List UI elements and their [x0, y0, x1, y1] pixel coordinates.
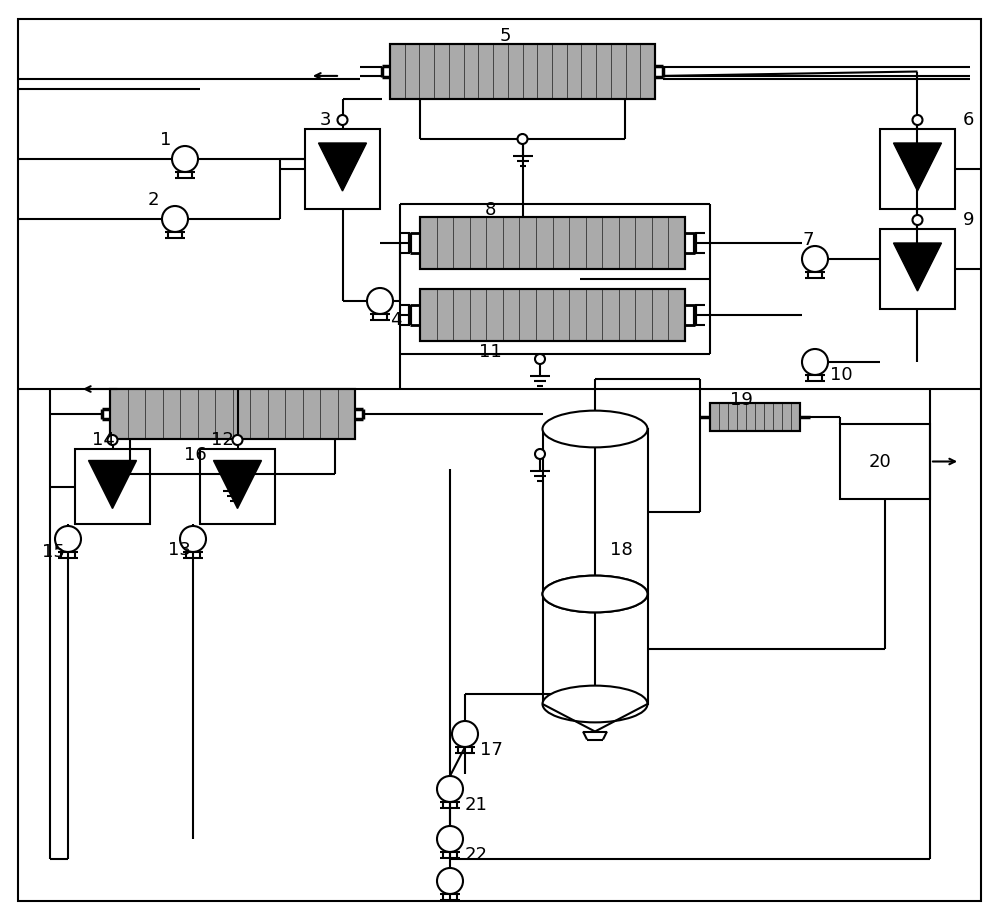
Text: 1: 1: [160, 130, 171, 149]
Circle shape: [535, 449, 545, 460]
Bar: [420, 218, 685, 269]
Polygon shape: [542, 704, 648, 732]
Bar: [420, 289, 685, 342]
Ellipse shape: [542, 411, 648, 448]
Circle shape: [912, 116, 922, 126]
Circle shape: [518, 135, 528, 145]
Circle shape: [55, 527, 81, 552]
Circle shape: [437, 868, 463, 894]
Text: Z: Z: [246, 494, 253, 505]
Text: 21: 21: [465, 795, 488, 813]
Bar: [710, 403, 800, 432]
Circle shape: [338, 116, 348, 126]
Bar: [390, 45, 655, 100]
Text: 4: 4: [390, 311, 402, 329]
Circle shape: [172, 147, 198, 173]
Text: 7: 7: [803, 231, 814, 249]
Circle shape: [437, 826, 463, 852]
Text: 3: 3: [320, 111, 332, 129]
Circle shape: [367, 289, 393, 314]
Text: 11: 11: [479, 343, 501, 360]
Bar: [840, 425, 930, 499]
Bar: [542, 429, 648, 595]
Text: 5: 5: [499, 27, 511, 45]
Text: 13: 13: [168, 540, 191, 559]
Text: 9: 9: [963, 210, 974, 229]
Circle shape: [802, 246, 828, 273]
Circle shape: [233, 436, 243, 446]
Text: 2: 2: [148, 191, 160, 209]
Bar: [75, 449, 150, 525]
Bar: [390, 45, 655, 100]
Text: Z: Z: [926, 278, 933, 287]
Circle shape: [452, 721, 478, 747]
Text: 6: 6: [963, 111, 974, 129]
Bar: [420, 289, 685, 342]
Polygon shape: [893, 244, 941, 291]
Circle shape: [108, 436, 118, 446]
Polygon shape: [214, 461, 262, 509]
Text: 10: 10: [830, 366, 853, 383]
Circle shape: [180, 527, 206, 552]
Ellipse shape: [542, 576, 648, 613]
Bar: [880, 130, 955, 210]
Text: Z: Z: [351, 177, 358, 187]
Polygon shape: [319, 144, 367, 192]
Circle shape: [437, 777, 463, 802]
Circle shape: [162, 207, 188, 233]
Ellipse shape: [542, 576, 648, 613]
Text: Z: Z: [121, 494, 128, 505]
Circle shape: [802, 349, 828, 376]
Bar: [110, 390, 355, 439]
Bar: [110, 390, 355, 439]
Bar: [420, 218, 685, 269]
Text: Z: Z: [926, 177, 933, 187]
Bar: [542, 595, 648, 704]
Polygon shape: [89, 461, 137, 509]
Polygon shape: [893, 144, 941, 192]
Text: 16: 16: [184, 446, 206, 463]
Text: 18: 18: [610, 540, 633, 559]
Text: 20: 20: [869, 452, 891, 471]
Text: 15: 15: [42, 542, 65, 561]
Text: 8: 8: [484, 200, 496, 219]
Bar: [305, 130, 380, 210]
Bar: [50, 410, 930, 859]
Bar: [200, 449, 275, 525]
Circle shape: [535, 355, 545, 365]
Text: 17: 17: [480, 740, 503, 758]
Text: 14: 14: [92, 430, 114, 448]
Circle shape: [912, 216, 922, 226]
Bar: [710, 403, 800, 432]
Text: 12: 12: [211, 430, 233, 448]
Bar: [880, 230, 955, 310]
Text: 19: 19: [730, 391, 753, 409]
Ellipse shape: [542, 686, 648, 722]
Circle shape: [228, 470, 238, 480]
Text: 22: 22: [465, 845, 488, 863]
